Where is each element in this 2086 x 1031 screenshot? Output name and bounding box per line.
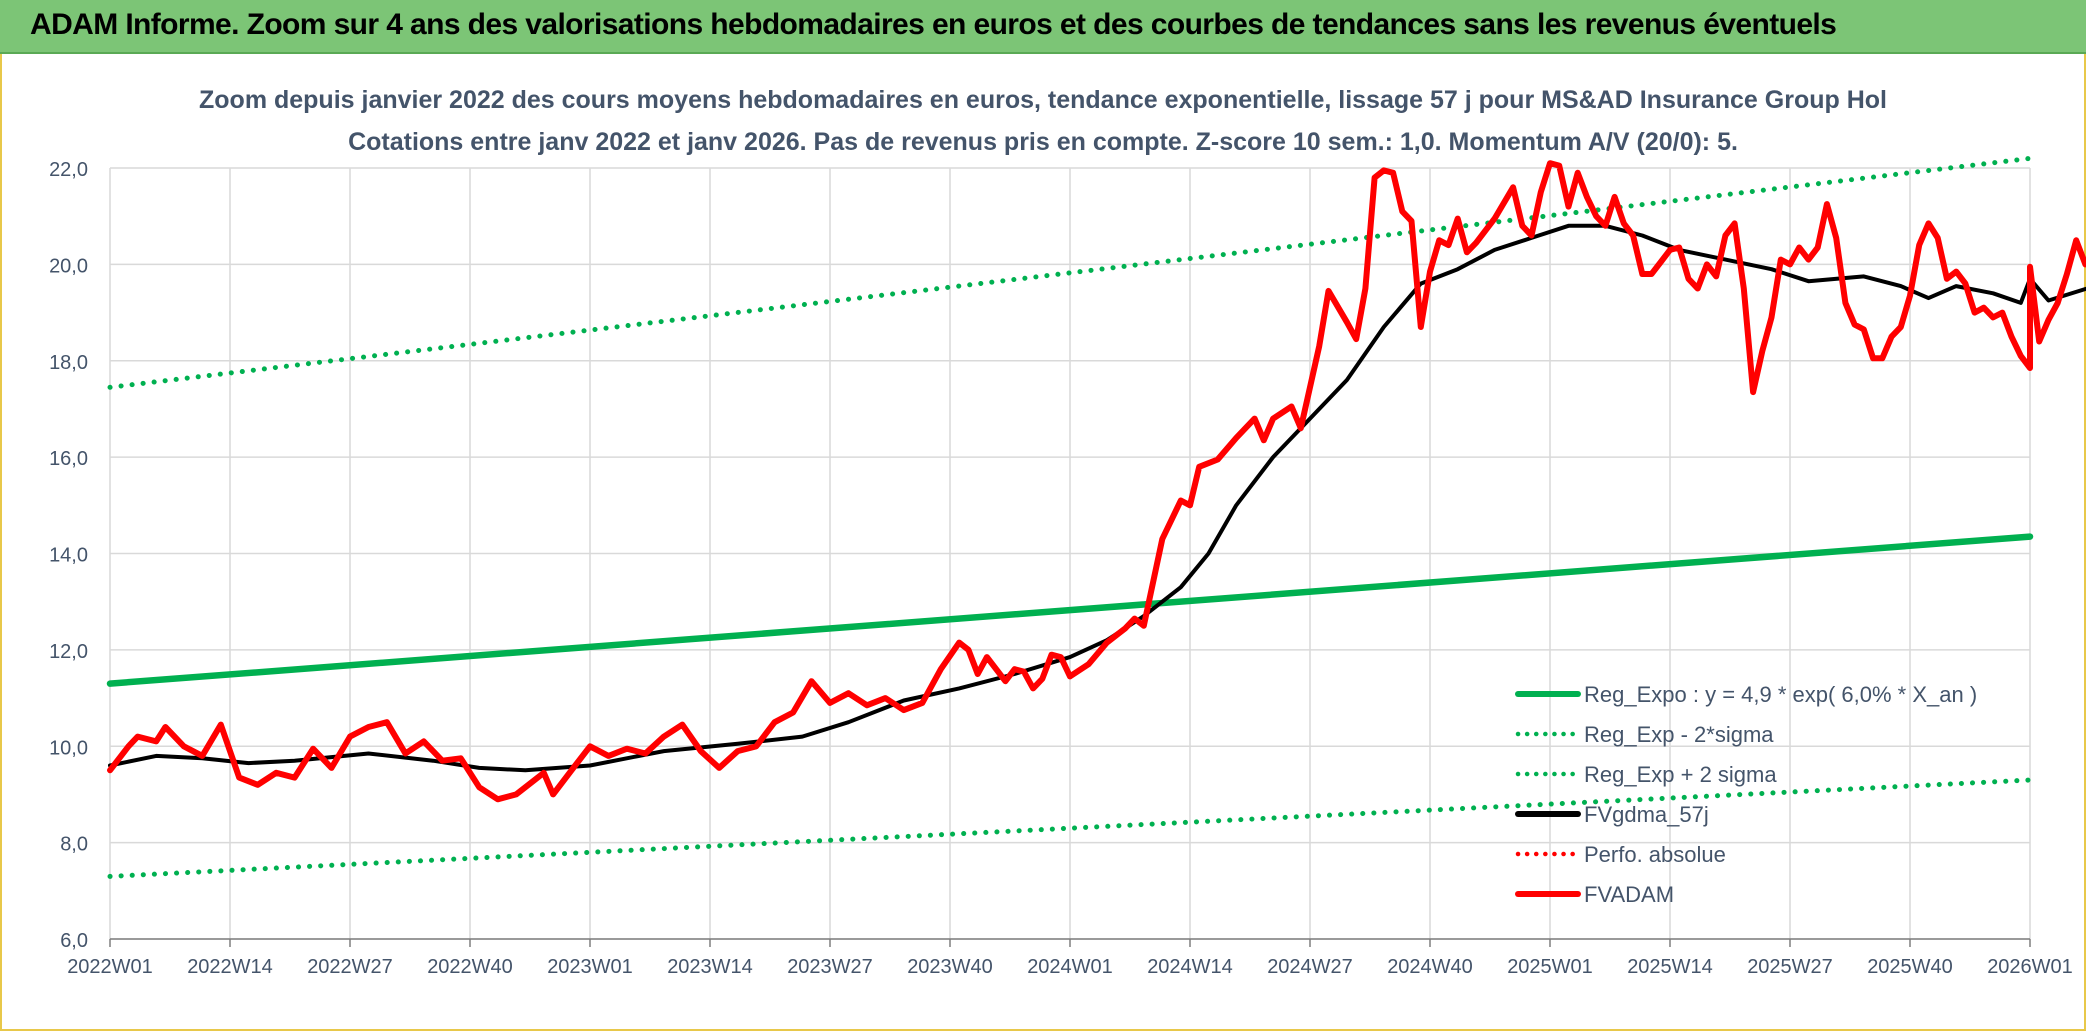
x-tick-label: 2022W01 (67, 956, 153, 978)
y-tick-label: 10,0 (49, 737, 88, 759)
series-line-1 (107, 777, 2033, 879)
y-tick-label: 6,0 (60, 930, 88, 952)
x-tick-label: 2025W14 (1627, 956, 1713, 978)
x-tick-label: 2024W01 (1027, 956, 1113, 978)
x-tick-label: 2022W27 (307, 956, 393, 978)
x-tick-label: 2024W40 (1387, 956, 1473, 978)
legend-label: Reg_Exp + 2 sigma (1584, 762, 1777, 787)
series-line-5 (107, 160, 2086, 803)
y-tick-label: 8,0 (60, 834, 88, 856)
series-line-0 (106, 533, 2034, 687)
x-tick-label: 2026W01 (1987, 956, 2073, 978)
chart-subtitle: Cotations entre janv 2022 et janv 2026. … (348, 128, 1738, 156)
series (106, 155, 2086, 879)
y-tick-label: 22,0 (49, 159, 88, 181)
chart-title: Zoom depuis janvier 2022 des cours moyen… (199, 86, 1887, 114)
y-tick-label: 20,0 (49, 255, 88, 277)
axes: 6,0 8,0 10,0 12,0 14,0 16,0 18,0 20,0 22,0 2022W0… (49, 159, 2073, 978)
series-line-3 (108, 223, 2086, 773)
y-tick-label: 12,0 (49, 641, 88, 663)
x-tick-label: 2024W27 (1267, 956, 1353, 978)
x-tick-label: 2024W14 (1147, 956, 1233, 978)
legend: Reg_Expo : y = 4,9 * exp( 6,0% * X_an ) R… (1515, 682, 1977, 907)
x-tick-label: 2023W27 (787, 956, 873, 978)
x-tick-label: 2023W01 (547, 956, 633, 978)
legend-label: Reg_Expo : y = 4,9 * exp( 6,0% * X_an ) (1584, 682, 1977, 707)
x-tick-label: 2023W40 (907, 956, 993, 978)
legend-label: FVgdma_57j (1584, 802, 1709, 827)
series-line-2 (107, 155, 2033, 390)
x-tick-label: 2023W14 (667, 956, 753, 978)
x-tick-label: 2025W27 (1747, 956, 1833, 978)
x-tick-label: 2022W40 (427, 956, 513, 978)
legend-label: Reg_Exp - 2*sigma (1584, 722, 1774, 747)
y-tick-label: 16,0 (49, 448, 88, 470)
y-tick-label: 14,0 (49, 545, 88, 567)
x-tick-label: 2022W14 (187, 956, 273, 978)
legend-label: Perfo. absolue (1584, 842, 1726, 867)
report-header: ADAM Informe. Zoom sur 4 ans des valoris… (0, 0, 2086, 54)
x-tick-label: 2025W01 (1507, 956, 1593, 978)
x-tick-label: 2025W40 (1867, 956, 1953, 978)
legend-label: FVADAM (1584, 882, 1674, 907)
report-title: ADAM Informe. Zoom sur 4 ans des valoris… (30, 8, 1837, 41)
y-tick-label: 18,0 (49, 352, 88, 374)
